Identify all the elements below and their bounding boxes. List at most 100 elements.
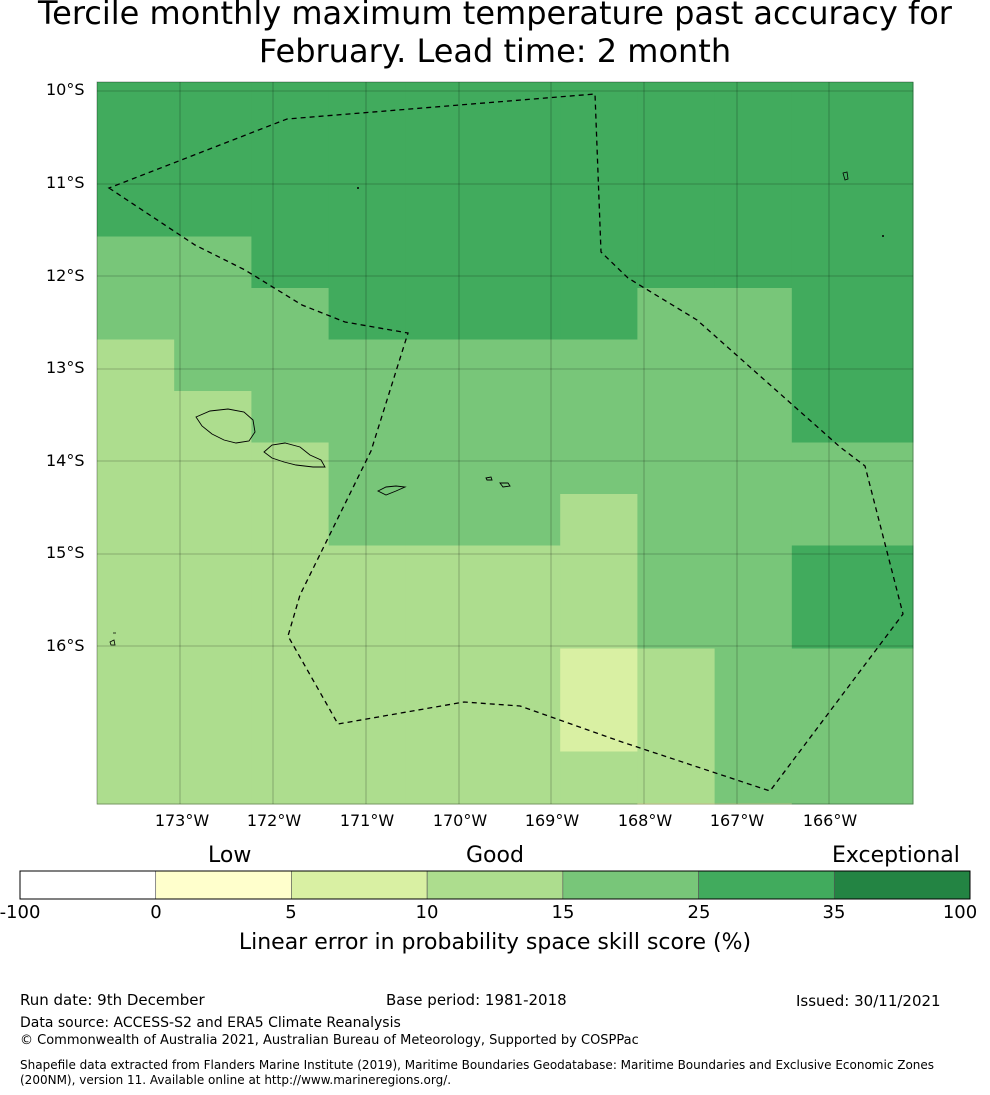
- tutuila-island: [376, 485, 407, 496]
- skill-cell: [251, 133, 330, 186]
- skill-cell: [483, 236, 561, 289]
- skill-cell: [791, 288, 914, 340]
- skill-cell: [791, 133, 914, 186]
- skill-cell: [714, 339, 793, 392]
- colorbar-tick: 25: [687, 902, 711, 923]
- lat-label-10s: 10°S: [46, 80, 85, 99]
- colorbar-segment: [155, 870, 292, 900]
- colorbar-tick: 15: [551, 902, 575, 923]
- skill-cell: [97, 545, 175, 598]
- skill-cell: [97, 288, 175, 340]
- skill-cell: [560, 442, 638, 495]
- skill-cell: [251, 339, 330, 392]
- skill-cell: [637, 236, 716, 289]
- skill-cell: [328, 700, 407, 752]
- skill-cell: [637, 597, 716, 649]
- skill-cell: [97, 391, 175, 443]
- skill-cell: [714, 391, 793, 443]
- skill-cell: [251, 803, 330, 805]
- data-source: Data source: ACCESS-S2 and ERA5 Climate …: [20, 1015, 401, 1031]
- skill-cell: [483, 494, 561, 546]
- skill-cell: [791, 185, 914, 237]
- skill-cell: [328, 391, 407, 443]
- skill-cell: [791, 82, 914, 134]
- skill-cell: [328, 545, 407, 598]
- skill-cell: [97, 442, 175, 495]
- skill-cell: [405, 494, 484, 546]
- skill-cell: [560, 133, 638, 186]
- skill-cell: [405, 597, 484, 649]
- skill-cell: [560, 803, 638, 805]
- skill-cell: [405, 545, 484, 598]
- colorbar-frame: [19, 870, 971, 900]
- skill-cell: [328, 339, 407, 392]
- skill-cell: [791, 700, 914, 752]
- shapefile-credit: Shapefile data extracted from Flanders M…: [20, 1058, 935, 1087]
- skill-cell: [174, 442, 252, 495]
- skill-cell: [714, 236, 793, 289]
- skill-cell: [791, 597, 914, 649]
- skill-cell: [483, 82, 561, 134]
- skill-cell: [251, 751, 330, 804]
- skill-cell: [483, 700, 561, 752]
- skill-cell: [328, 133, 407, 186]
- skill-cell: [405, 803, 484, 805]
- colorbar-segment: [426, 870, 564, 900]
- skill-cell: [405, 236, 484, 289]
- skill-cell: [405, 133, 484, 186]
- colorbar-tick: -100: [0, 902, 41, 923]
- skill-cell: [560, 597, 638, 649]
- skill-cell: [483, 803, 561, 805]
- map-frame: [96, 81, 914, 805]
- skill-cell: [328, 597, 407, 649]
- skill-cell: [483, 545, 561, 598]
- lon-label-167w: 167°W: [709, 811, 765, 830]
- skill-cell: [791, 803, 914, 805]
- colorbar-segment: [19, 870, 157, 900]
- skill-cell: [560, 751, 638, 804]
- skill-cell: [174, 185, 252, 237]
- skill-cell: [405, 391, 484, 443]
- skill-cell: [328, 236, 407, 289]
- issued-date: Issued: 30/11/2021: [796, 992, 941, 1010]
- skill-cell: [328, 803, 407, 805]
- skill-cell: [714, 185, 793, 237]
- skill-cell: [560, 82, 638, 134]
- skill-cell: [328, 442, 407, 495]
- colorbar-category-low: Low: [208, 843, 252, 868]
- lat-label-11s: 11°S: [46, 173, 85, 192]
- skill-cell: [405, 442, 484, 495]
- skill-cell: [791, 236, 914, 289]
- skill-cell: [791, 391, 914, 443]
- skill-cell: [251, 82, 330, 134]
- skill-cell: [97, 236, 175, 289]
- skill-cell: [405, 700, 484, 752]
- skill-cell: [174, 803, 252, 805]
- skill-cell: [251, 442, 330, 495]
- skill-cell: [637, 133, 716, 186]
- skill-cell: [251, 288, 330, 340]
- lat-label-14s: 14°S: [46, 451, 85, 470]
- upolu-island: [195, 408, 256, 444]
- skill-cell: [483, 597, 561, 649]
- skill-cell: [791, 339, 914, 392]
- tokelau-atoll: [842, 171, 849, 181]
- colorbar-segment: [291, 870, 428, 900]
- skill-cell: [174, 700, 252, 752]
- colorbar-segment: [562, 870, 699, 900]
- lat-label-15s: 15°S: [46, 543, 85, 562]
- skill-cell: [637, 82, 716, 134]
- manua-islands: [485, 476, 511, 488]
- skill-cell: [483, 288, 561, 340]
- skill-cell: [483, 133, 561, 186]
- skill-cell: [560, 185, 638, 237]
- skill-cell: [174, 597, 252, 649]
- lat-label-13s: 13°S: [46, 358, 85, 377]
- colorbar-tick: 5: [285, 902, 297, 923]
- skill-cell: [97, 82, 175, 134]
- graticule: [97, 82, 913, 804]
- wallis-island: [109, 632, 116, 646]
- skill-cell: [483, 442, 561, 495]
- skill-cell: [560, 236, 638, 289]
